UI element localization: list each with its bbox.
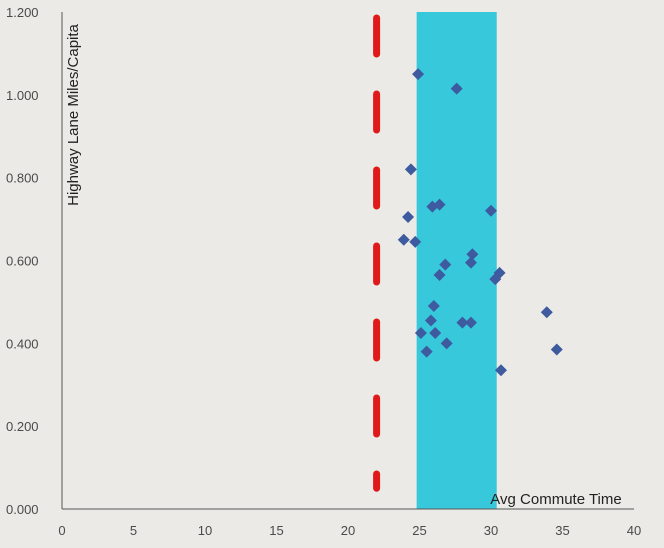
data-point	[397, 233, 410, 246]
axis-layer	[61, 12, 634, 510]
x-tick-label: 20	[341, 523, 355, 538]
x-tick-label: 0	[58, 523, 65, 538]
data-point	[433, 198, 446, 211]
data-point	[464, 256, 477, 269]
data-point	[433, 268, 446, 281]
x-tick-label: 5	[130, 523, 137, 538]
y-tick-label: 0.400	[6, 336, 39, 351]
y-tick-label: 0.200	[6, 419, 39, 434]
y-axis-label: Highway Lane Miles/Capita	[65, 23, 82, 205]
x-tick-label: 40	[627, 523, 641, 538]
highlight-band-layer	[416, 12, 497, 509]
data-point	[489, 273, 502, 286]
data-point	[429, 326, 442, 339]
x-tick-label: 35	[555, 523, 569, 538]
data-point	[540, 306, 553, 319]
y-tick-label: 0.000	[6, 502, 39, 517]
x-axis-label: Avg Commute Time	[490, 491, 621, 508]
data-point	[485, 204, 497, 217]
tick-label-layer: 0 5 10 15 20 25 30 35 40 0.000 0.200 0.400 0.600 0.80…	[6, 5, 641, 538]
highlight-band	[416, 12, 497, 509]
data-point	[440, 337, 453, 350]
x-tick-label: 25	[412, 523, 426, 538]
data-point	[450, 82, 463, 95]
x-tick-label: 15	[269, 523, 283, 538]
data-point	[420, 345, 433, 358]
data-point	[456, 316, 469, 329]
y-tick-label: 0.800	[6, 171, 39, 186]
data-point	[550, 343, 563, 356]
data-point	[409, 235, 422, 248]
data-point	[424, 314, 437, 327]
y-tick-label: 0.600	[6, 254, 39, 269]
data-point	[464, 316, 477, 329]
data-point	[412, 68, 425, 81]
x-tick-label: 10	[198, 523, 212, 538]
data-point	[402, 211, 415, 224]
data-point	[404, 163, 417, 176]
y-tick-label: 1.000	[6, 88, 39, 103]
x-tick-label: 30	[484, 523, 498, 538]
data-point	[495, 364, 508, 377]
data-point	[466, 248, 479, 261]
data-point-layer	[397, 68, 563, 377]
data-point	[414, 326, 427, 339]
y-tick-label: 1.200	[6, 5, 39, 20]
data-point	[439, 258, 452, 271]
data-point	[427, 300, 440, 313]
